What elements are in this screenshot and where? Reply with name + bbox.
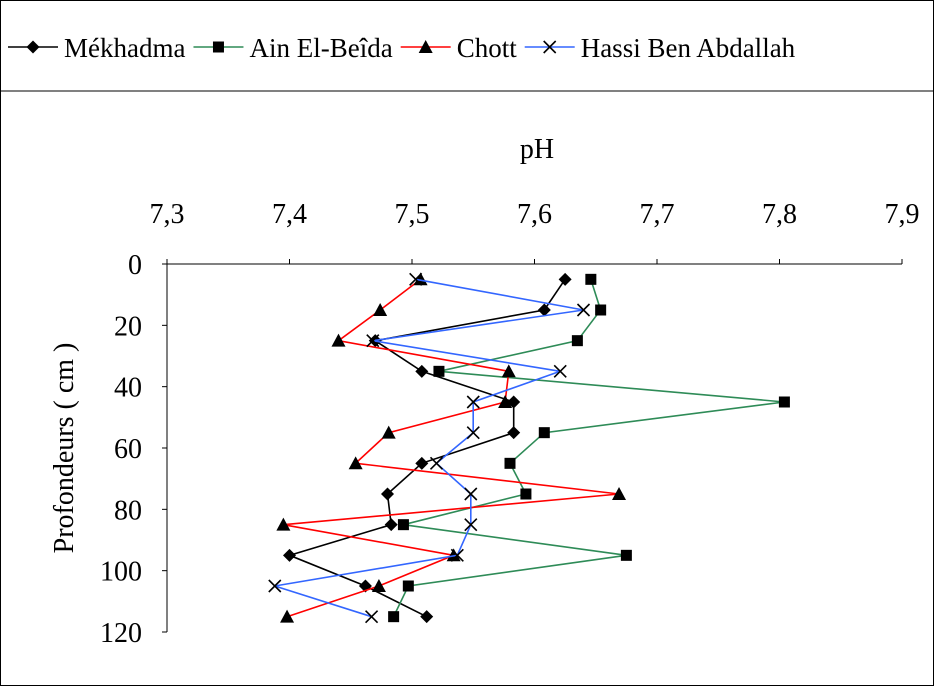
data-point-3	[553, 364, 567, 378]
x-tick-label: 7,7	[640, 199, 675, 230]
data-point-0	[415, 456, 429, 470]
legend-label-3: Hassi Ben Abdallah	[581, 33, 796, 63]
data-point-3	[464, 518, 478, 532]
data-point-3	[466, 426, 480, 440]
data-point-3	[576, 303, 591, 317]
data-point-3	[366, 334, 380, 348]
data-point-1	[595, 304, 607, 316]
data-point-2	[446, 548, 461, 562]
data-point-2	[381, 425, 396, 439]
legend-label-2: Chott	[457, 33, 518, 63]
x-tick-label: 7,3	[150, 199, 185, 230]
data-point-1	[402, 580, 414, 592]
x-tick-label: 7,4	[272, 199, 307, 230]
x-axis-title: pH	[520, 134, 554, 165]
data-point-0	[420, 610, 434, 624]
legend-marker-0	[26, 40, 40, 54]
plot-area	[268, 272, 790, 624]
y-tick-label: 20	[114, 311, 142, 342]
data-point-2	[373, 303, 388, 316]
axes	[162, 259, 903, 633]
series-line-3	[274, 278, 584, 618]
x-tick-label: 7,5	[395, 199, 430, 230]
data-point-2	[371, 579, 386, 592]
y-tick-label: 60	[114, 434, 142, 465]
data-point-0	[381, 487, 394, 501]
data-point-1	[433, 365, 445, 377]
data-point-0	[283, 548, 296, 562]
data-point-0	[507, 426, 521, 440]
y-tick-label: 120	[100, 618, 142, 649]
data-point-1	[538, 427, 550, 439]
y-tick-label: 100	[100, 557, 142, 588]
y-tick-labels: 0 20 40 60 80 100 120	[100, 250, 142, 649]
legend-label-1: Ain El-Beîda	[249, 33, 392, 63]
data-point-2	[501, 364, 516, 378]
data-point-1	[778, 396, 790, 408]
legend-marker-3	[543, 40, 557, 54]
legend-marker-1	[212, 41, 224, 53]
data-point-1	[388, 611, 400, 623]
data-point-3	[268, 579, 282, 593]
data-point-3	[409, 272, 423, 286]
x-tick-label: 7,6	[517, 199, 552, 230]
data-point-1	[520, 488, 532, 500]
data-point-0	[558, 272, 572, 286]
x-tick-label: 7,9	[885, 199, 920, 230]
data-point-0	[537, 303, 551, 317]
data-point-3	[450, 548, 464, 562]
y-tick-label: 40	[114, 373, 142, 404]
legend-marker-2	[418, 40, 433, 53]
data-point-2	[498, 395, 513, 408]
data-point-0	[384, 518, 398, 532]
data-point-1	[504, 457, 516, 469]
y-axis-title: Profondeurs ( cm )	[49, 343, 80, 554]
legend: Mékhadma Ain El-Beîda Chott Hassi Ben Abdal…	[1, 33, 933, 92]
data-point-2	[331, 333, 346, 347]
x-tick-label: 7,8	[762, 199, 797, 230]
data-point-1	[571, 335, 583, 347]
x-tick-labels: 7,3 7,4 7,5 7,6 7,7 7,8 7,9	[150, 199, 920, 230]
data-point-1	[397, 519, 409, 531]
data-point-2	[348, 456, 363, 470]
data-point-2	[612, 487, 627, 500]
data-point-3	[365, 610, 379, 624]
data-point-3	[464, 487, 478, 501]
data-point-0	[415, 364, 429, 378]
y-tick-label: 0	[128, 250, 142, 281]
data-point-1	[620, 549, 632, 561]
data-point-2	[413, 272, 428, 286]
data-point-2	[280, 609, 295, 623]
data-point-1	[585, 273, 597, 285]
series-line-2	[283, 278, 620, 618]
legend-label-0: Mékhadma	[64, 33, 185, 63]
data-point-2	[276, 517, 291, 531]
y-tick-label: 80	[114, 495, 142, 526]
data-point-3	[466, 395, 480, 409]
data-point-3	[429, 456, 444, 470]
